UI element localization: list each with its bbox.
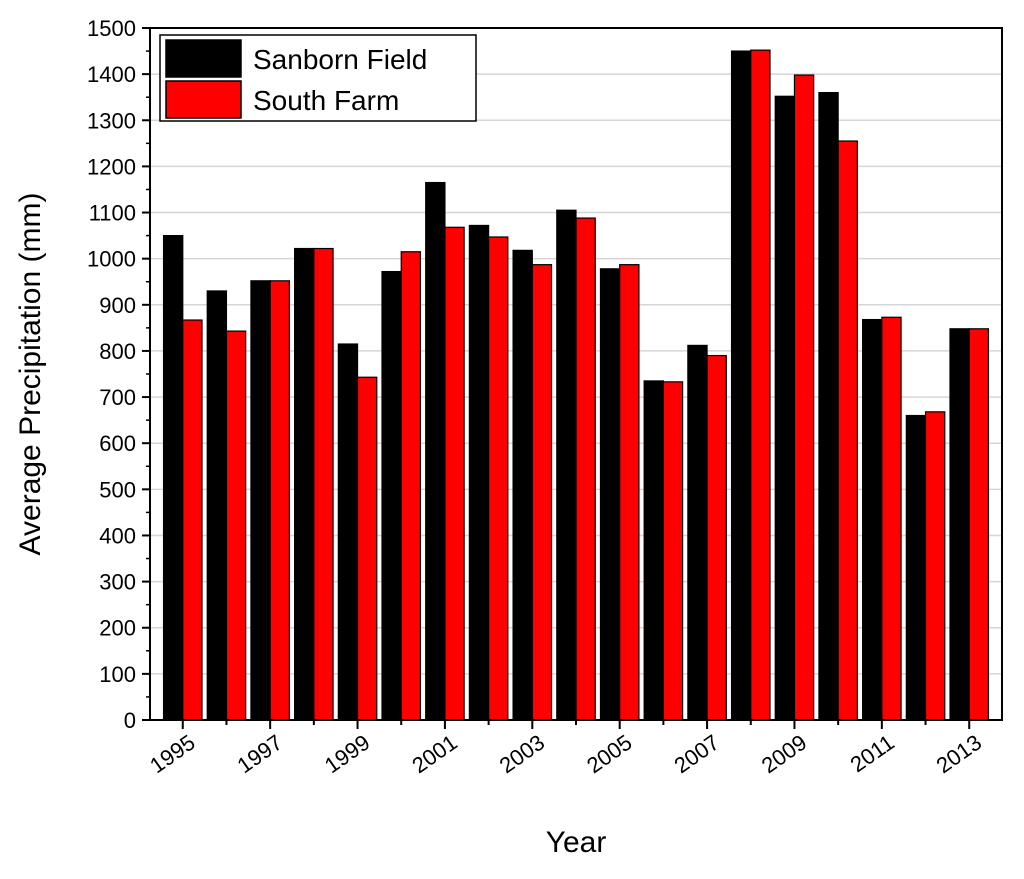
legend-label-sanborn-field: Sanborn Field [253, 44, 427, 75]
x-tick-label: 1997 [233, 730, 287, 779]
bar-sanborn-field-2000 [381, 270, 402, 721]
bar-south-farm-1995 [182, 319, 203, 721]
bar-sanborn-field-1996 [206, 290, 228, 721]
y-axis-label: Average Precipitation (mm) [14, 193, 47, 556]
bar-sanborn-field-2002 [468, 224, 490, 721]
x-tick-label: 1999 [320, 730, 374, 779]
bar-south-farm-1996 [225, 330, 247, 721]
y-tick-label: 200 [99, 616, 136, 641]
bar-south-farm-2005 [619, 264, 640, 721]
y-tick-label: 1000 [87, 247, 136, 272]
y-tick-label: 500 [99, 477, 136, 502]
bar-south-farm-2000 [400, 251, 422, 721]
x-tick-label: 2001 [407, 730, 461, 779]
bar-sanborn-field-2004 [556, 209, 577, 721]
bar-south-farm-1997 [269, 280, 290, 721]
bar-sanborn-field-2003 [512, 249, 533, 721]
y-tick-label: 700 [99, 385, 136, 410]
y-tick-label: 1300 [87, 108, 136, 133]
x-tick-label: 1995 [145, 730, 199, 779]
x-tick-label: 2005 [582, 730, 636, 779]
x-tick-label: 2013 [932, 730, 986, 779]
y-tick-label: 900 [99, 293, 136, 318]
y-tick-label: 1400 [87, 62, 136, 87]
y-tick-label: 1500 [87, 16, 136, 41]
bar-south-farm-2010 [837, 140, 858, 721]
bar-south-farm-2001 [444, 226, 465, 721]
bar-sanborn-field-1998 [294, 247, 315, 721]
legend-swatch-sanborn-field [165, 39, 242, 78]
x-axis-label: Year [546, 826, 607, 859]
y-tick-label: 800 [99, 339, 136, 364]
bars [162, 49, 990, 721]
bar-south-farm-2007 [706, 354, 727, 721]
legend: Sanborn Field South Farm [159, 34, 477, 122]
legend-label-south-farm: South Farm [253, 85, 399, 116]
bar-sanborn-field-2005 [599, 268, 621, 721]
y-tick-label: 400 [99, 523, 136, 548]
bar-south-farm-2012 [924, 411, 946, 721]
bar-sanborn-field-1999 [337, 343, 359, 721]
bar-south-farm-2009 [793, 74, 815, 721]
legend-swatch-south-farm [165, 80, 242, 119]
y-tick-label: 600 [99, 431, 136, 456]
bar-sanborn-field-2013 [949, 328, 970, 721]
x-tick-label: 2003 [495, 730, 549, 779]
x-tick-label: 2007 [670, 730, 724, 779]
bar-sanborn-field-2001 [425, 181, 446, 721]
bar-south-farm-2003 [531, 264, 553, 721]
bar-south-farm-2004 [575, 217, 596, 721]
bar-sanborn-field-2012 [905, 414, 927, 721]
bar-south-farm-2011 [881, 316, 902, 721]
bar-sanborn-field-1997 [250, 280, 271, 721]
x-tick-label: 2009 [757, 730, 811, 779]
bar-south-farm-1998 [313, 247, 334, 721]
bar-sanborn-field-2009 [774, 95, 796, 721]
y-tick-label: 0 [124, 708, 136, 733]
bar-south-farm-2006 [662, 381, 684, 721]
bar-south-farm-2013 [968, 328, 990, 721]
bar-sanborn-field-2008 [730, 50, 752, 721]
y-tick-label: 1100 [89, 201, 136, 226]
bar-sanborn-field-2006 [643, 380, 664, 721]
bar-sanborn-field-1995 [162, 235, 184, 721]
bar-sanborn-field-2011 [862, 318, 883, 721]
bar-south-farm-2008 [750, 49, 771, 721]
y-tick-label: 100 [99, 662, 136, 687]
bar-sanborn-field-2007 [687, 344, 708, 721]
y-tick-label: 300 [99, 570, 136, 595]
x-tick-label: 2011 [846, 730, 899, 778]
bar-south-farm-1999 [356, 376, 378, 721]
y-tick-label: 1200 [87, 154, 136, 179]
bar-sanborn-field-2010 [818, 91, 839, 721]
bar-south-farm-2002 [488, 236, 509, 721]
